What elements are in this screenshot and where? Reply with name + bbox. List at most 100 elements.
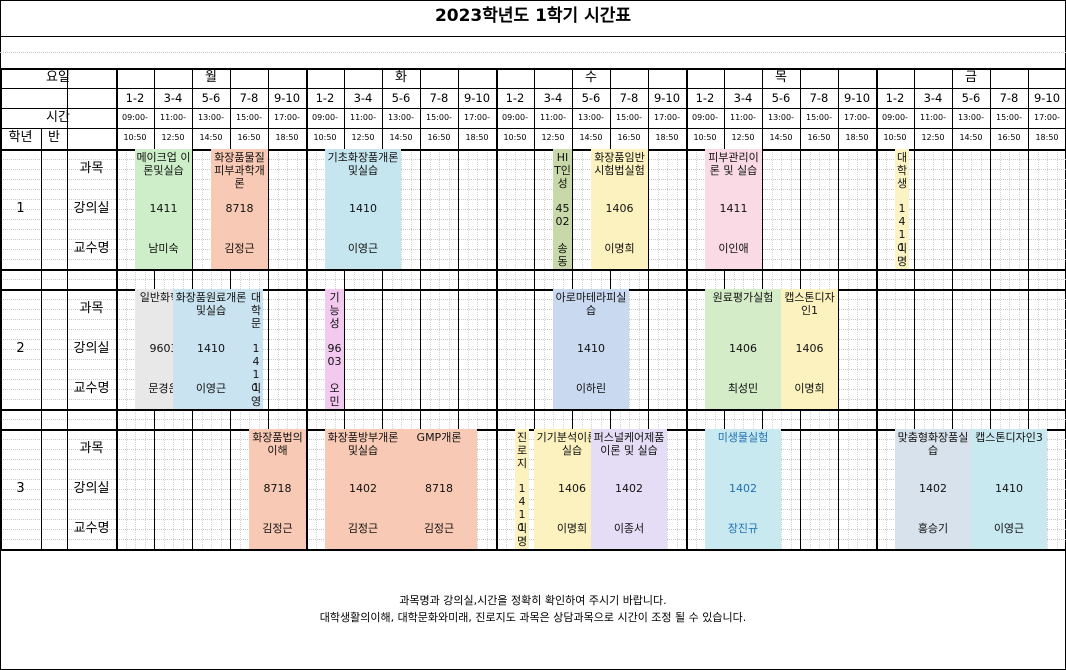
course-subject: 대학문화와미래 — [250, 291, 262, 329]
course-block[interactable]: 미생물실험 1402 장진규 — [705, 429, 781, 549]
grid-line — [515, 149, 516, 549]
grid-line — [676, 149, 678, 549]
period-end-time: 18:50 — [655, 133, 679, 142]
grid-line — [410, 149, 412, 549]
period-start-time: 15:00- — [426, 113, 452, 122]
period-label: 9-10 — [273, 91, 301, 105]
course-professor: 이명희 — [794, 382, 825, 395]
grid-line — [0, 419, 1066, 420]
period-end-time: 18:50 — [275, 133, 299, 142]
grid-line — [1056, 149, 1058, 549]
page-title: 2023학년도 1학기 시간표 — [434, 6, 632, 26]
course-subject: 메이크업 이론및실습 — [136, 151, 191, 177]
day-header-label: 요일 — [46, 70, 70, 85]
period-start-time: 17:00- — [274, 113, 300, 122]
period-end-time: 14:50 — [769, 133, 793, 142]
course-room: 8718 — [425, 482, 453, 495]
period-start-time: 11:00- — [730, 113, 756, 122]
course-room: 1411 — [252, 342, 260, 394]
time-header-label: 시간 — [46, 110, 70, 125]
column-divider — [952, 68, 953, 549]
grid-line — [429, 149, 431, 549]
grid-line — [448, 149, 450, 549]
grid-line — [0, 539, 1066, 540]
course-room: 1410 — [577, 342, 605, 355]
period-end-time: 14:50 — [579, 133, 603, 142]
grid-line — [847, 149, 849, 549]
column-divider — [914, 68, 915, 549]
row-divider — [0, 36, 1066, 37]
grid-line — [372, 149, 374, 549]
course-block[interactable]: 화장품임반시험법실험 1406 이명희 — [591, 149, 648, 269]
course-block[interactable]: 화장품방부개론및실습 1402 김정근 — [325, 429, 401, 549]
grid-line — [885, 149, 887, 549]
grid-line — [0, 349, 1066, 350]
course-block[interactable]: 화장품법의이해 8718 김정근 — [249, 429, 306, 549]
course-block[interactable]: 기능성화장품개론 9603 오민석 — [325, 289, 344, 409]
course-block[interactable]: 대학문화와미래 1411이영근 — [249, 289, 263, 409]
course-room: 8718 — [263, 482, 292, 495]
course-block[interactable]: 원료평가실험 1406 최성민 — [705, 289, 781, 409]
column-divider — [876, 68, 878, 549]
period-end-time: 10:50 — [123, 133, 147, 142]
course-subject: 피부관리이론 및 실습 — [708, 151, 759, 177]
course-room: 1406 — [605, 202, 634, 215]
class-header-label: 반 — [48, 130, 60, 145]
course-block[interactable]: GMP개론 8718 김정근 — [401, 429, 477, 549]
course-professor: 이명희 — [896, 242, 908, 269]
period-label: 7-8 — [239, 91, 259, 105]
course-professor: 문경운 — [148, 382, 179, 395]
course-block[interactable]: 메이크업 이론및실습 1411 남미숙 — [135, 149, 192, 269]
row-label-prof: 교수명 — [73, 241, 110, 256]
grid-line — [0, 319, 1066, 320]
column-divider — [458, 68, 459, 549]
course-room: 1402 — [615, 482, 643, 495]
row-label-room: 강의실 — [73, 341, 110, 356]
course-professor: 이종서 — [613, 522, 645, 535]
course-subject: 화장품방부개론및실습 — [327, 431, 399, 457]
course-professor: 김정근 — [423, 522, 455, 535]
row-label-subject: 과목 — [79, 301, 104, 316]
grid-line — [971, 149, 972, 549]
grid-line — [477, 149, 478, 549]
course-block[interactable]: HIT인성 4502 송동근 — [553, 149, 572, 269]
course-block[interactable]: 화장품원료개론및실습 1410 이영근 — [173, 289, 249, 409]
course-block[interactable]: 퍼스널케어제품 이론 및 실습 1402 이종서 — [591, 429, 667, 549]
grid-line — [0, 209, 1066, 210]
course-block[interactable]: 기초화장품개론및실습 1410 이영근 — [325, 149, 401, 269]
course-room: 1406 — [729, 342, 757, 355]
grid-line — [486, 149, 488, 549]
grade-number: 1 — [16, 201, 25, 216]
course-subject: 원료평가실험 — [712, 291, 774, 304]
course-block[interactable]: 진로지도 1411이명희 — [515, 429, 529, 549]
course-block[interactable]: 피부관리이론 및 실습 1411 이인애 — [705, 149, 762, 269]
course-block[interactable]: 화장품물질피부과학개론 8718 김정근 — [211, 149, 268, 269]
course-block[interactable]: 캡스톤디자인3 1410 이영근 — [971, 429, 1047, 549]
period-end-time: 14:50 — [199, 133, 223, 142]
grid-line — [0, 189, 1066, 190]
grid-line — [657, 149, 659, 549]
course-block[interactable]: 캡스톤디자인1 1406 이명희 — [781, 289, 838, 409]
period-end-time: 14:50 — [959, 133, 983, 142]
course-block[interactable]: 맞춤형화장품실습 1402 홍승기 — [895, 429, 971, 549]
period-label: 3-4 — [923, 91, 943, 105]
day-header: 목 — [775, 70, 787, 85]
grid-line — [923, 149, 925, 549]
course-subject: 맞춤형화장품실습 — [897, 431, 969, 457]
course-block[interactable]: 아로마테라피실습 1410 이하린 — [553, 289, 629, 409]
course-room: 1411 — [518, 482, 526, 534]
period-label: 5-6 — [581, 91, 601, 105]
period-start-time: 13:00- — [578, 113, 604, 122]
period-end-time: 16:50 — [237, 133, 261, 142]
period-start-time: 11:00- — [540, 113, 566, 122]
column-divider — [67, 68, 68, 549]
course-subject: 미생물실험 — [717, 431, 769, 444]
course-professor: 이영근 — [250, 382, 262, 409]
course-professor: 이영근 — [993, 522, 1025, 535]
course-room: 1402 — [919, 482, 947, 495]
column-divider — [382, 68, 383, 549]
period-start-time: 15:00- — [616, 113, 642, 122]
period-label: 5-6 — [201, 91, 221, 105]
course-block[interactable]: 대학생활의이해 1411이명희 — [895, 149, 909, 269]
course-subject: 대학생활의이해 — [896, 151, 908, 189]
